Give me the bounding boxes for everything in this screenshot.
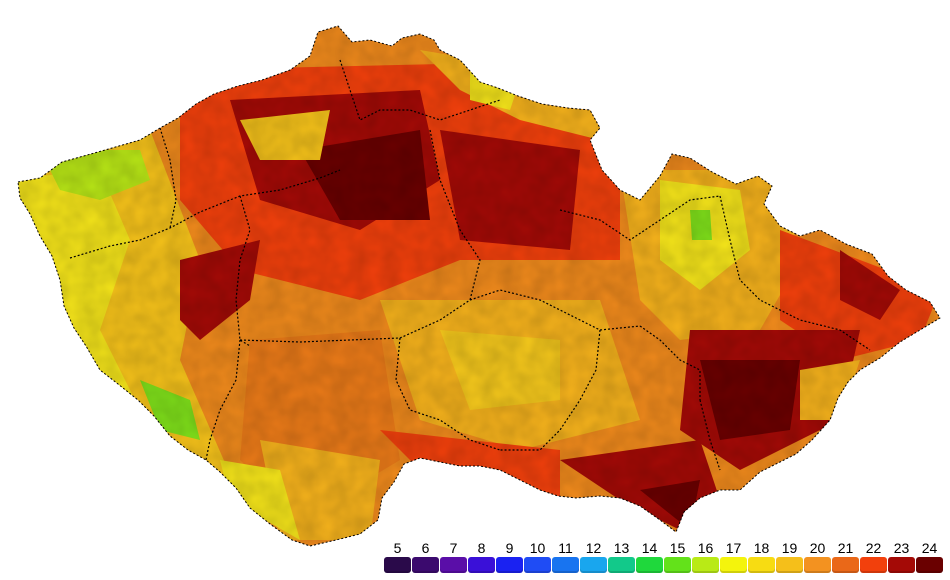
legend-swatch	[384, 557, 411, 573]
legend-swatch	[468, 557, 495, 573]
legend-swatch	[664, 557, 691, 573]
legend-item: 10	[524, 540, 551, 576]
legend-swatch	[748, 557, 775, 573]
legend-label: 22	[865, 540, 882, 556]
legend-item: 5	[384, 540, 411, 576]
legend-label: 15	[669, 540, 686, 556]
legend-swatch	[916, 557, 943, 573]
legend-item: 8	[468, 540, 495, 576]
legend-label: 11	[558, 540, 573, 556]
legend-item: 14	[636, 540, 663, 576]
legend-item: 19	[776, 540, 803, 576]
legend-label: 17	[725, 540, 742, 556]
legend-swatch	[412, 557, 439, 573]
legend-swatch	[580, 557, 607, 573]
legend-item: 9	[496, 540, 523, 576]
legend-swatch	[440, 557, 467, 573]
legend-swatch	[524, 557, 551, 573]
legend-item: 17	[720, 540, 747, 576]
legend-swatch	[692, 557, 719, 573]
legend-label: 24	[921, 540, 938, 556]
legend-item: 18	[748, 540, 775, 576]
legend-label: 13	[613, 540, 630, 556]
legend-swatch	[888, 557, 915, 573]
legend-item: 21	[832, 540, 859, 576]
legend-label: 8	[477, 540, 486, 556]
legend-label: 21	[837, 540, 854, 556]
legend-label: 14	[641, 540, 658, 556]
region-borders	[69, 59, 871, 471]
legend-swatch	[636, 557, 663, 573]
legend-label: 20	[809, 540, 826, 556]
legend-swatch	[720, 557, 747, 573]
legend-item: 15	[664, 540, 691, 576]
legend-label: 12	[585, 540, 602, 556]
legend-item: 24	[916, 540, 943, 576]
legend-label: 9	[505, 540, 514, 556]
legend-swatch	[608, 557, 635, 573]
legend-label: 23	[893, 540, 910, 556]
legend-swatch	[552, 557, 579, 573]
legend-item: 11	[552, 540, 579, 576]
legend-item: 13	[608, 540, 635, 576]
legend-label: 7	[449, 540, 458, 556]
legend-item: 23	[888, 540, 915, 576]
legend-label: 19	[781, 540, 798, 556]
legend-item: 22	[860, 540, 887, 576]
legend-item: 12	[580, 540, 607, 576]
legend-label: 16	[697, 540, 714, 556]
legend-swatch	[860, 557, 887, 573]
legend-item: 20	[804, 540, 831, 576]
legend-label: 18	[753, 540, 770, 556]
legend-swatch	[496, 557, 523, 573]
legend-label: 10	[529, 540, 546, 556]
legend-label: 6	[421, 540, 430, 556]
legend-item: 16	[692, 540, 719, 576]
legend-swatch	[804, 557, 831, 573]
legend-label: 5	[393, 540, 402, 556]
legend-item: 6	[412, 540, 439, 576]
legend-swatch	[832, 557, 859, 573]
temperature-legend: 5 6 7 8 9 10 11 12 13 14 15 16 17 18 19 20 21 22 23 24	[384, 540, 944, 576]
legend-swatch	[776, 557, 803, 573]
legend-item: 7	[440, 540, 467, 576]
